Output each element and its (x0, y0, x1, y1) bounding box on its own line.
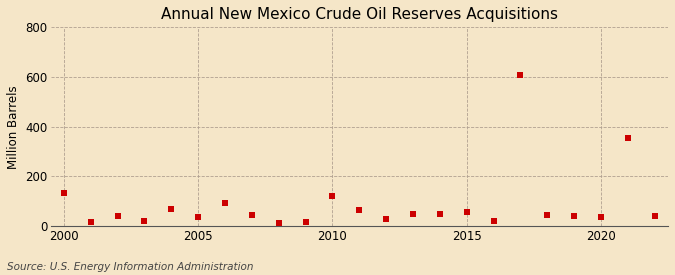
Point (219, 200, 230, 205)
Point (435, 211, 446, 216)
Point (354, 208, 364, 212)
Point (649, 214, 660, 218)
Point (461, 210, 472, 214)
Point (515, 72, 526, 77)
Point (595, 215, 606, 220)
Point (193, 214, 204, 219)
Text: Source: U.S. Energy Information Administration: Source: U.S. Energy Information Administ… (7, 262, 253, 272)
Point (408, 212, 418, 216)
Point (273, 221, 284, 225)
Point (327, 194, 338, 199)
Point (86, 220, 97, 225)
Point (488, 219, 499, 223)
Point (139, 219, 150, 223)
Point (59, 190, 70, 195)
Point (300, 219, 311, 224)
Point (568, 214, 579, 218)
Title: Annual New Mexico Crude Oil Reserves Acquisitions: Annual New Mexico Crude Oil Reserves Acq… (161, 7, 558, 22)
Y-axis label: Million Barrels: Million Barrels (7, 85, 20, 169)
Point (542, 213, 553, 217)
Point (622, 136, 633, 140)
Point (166, 207, 177, 211)
Point (381, 216, 392, 221)
Point (246, 213, 257, 217)
Point (112, 213, 123, 218)
